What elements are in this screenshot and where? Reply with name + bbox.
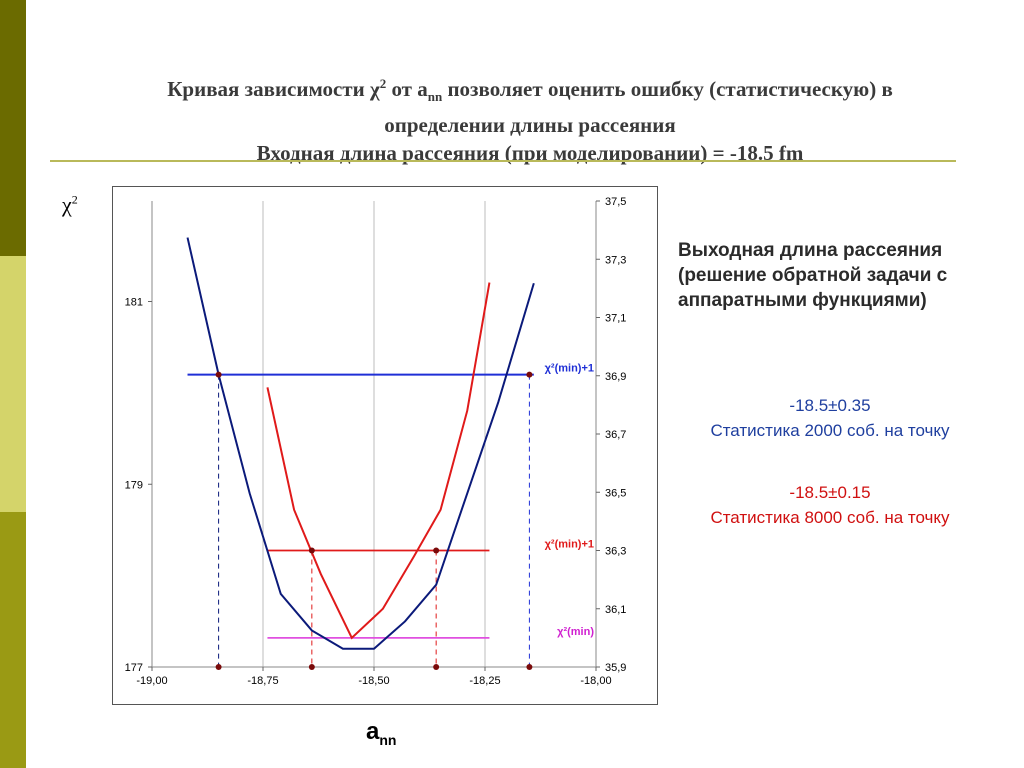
output-heading-line: Выходная длина рассеяния — [678, 240, 943, 261]
right-y-tick-label: 36,9 — [605, 371, 626, 383]
axis-marker — [308, 664, 315, 670]
x-tick-label: -18,25 — [469, 675, 500, 687]
x-tick-label: -18,50 — [358, 675, 389, 687]
threshold-label: χ²(min)+1 — [545, 363, 594, 375]
title-line-3: Входная длина рассеяния (при моделирован… — [256, 141, 804, 166]
result-value: -18.5±0.35 — [789, 396, 871, 415]
chi2-curve-8000 — [266, 282, 491, 640]
right-y-tick-label: 36,7 — [605, 429, 626, 441]
axis-marker — [526, 664, 533, 670]
result-2000-events: -18.5±0.35 Статистика 2000 соб. на точку — [660, 393, 1000, 443]
title-line-2: определении длины рассеяния — [384, 113, 676, 138]
sidebar-decoration — [0, 0, 26, 768]
x-tick-label: -19,00 — [136, 675, 167, 687]
result-note: Статистика 8000 соб. на точку — [710, 508, 950, 527]
intersection-marker — [308, 547, 315, 554]
chi2-curve-2000 — [186, 237, 535, 650]
x-tick-label: -18,75 — [247, 675, 278, 687]
sidebar-block-dark — [0, 0, 26, 256]
output-heading-line: аппаратными функциями) — [678, 290, 927, 311]
title-underline — [50, 160, 956, 162]
x-tick-label: -18,00 — [580, 675, 611, 687]
right-y-tick-label: 36,5 — [605, 487, 626, 499]
threshold-label: χ²(min) — [557, 626, 594, 638]
result-8000-events: -18.5±0.15 Статистика 8000 соб. на точку — [660, 480, 1000, 530]
output-heading: Выходная длина рассеяния (решение обратн… — [678, 238, 947, 313]
right-y-tick-label: 35,9 — [605, 662, 626, 674]
output-heading-line: (решение обратной задачи с — [678, 265, 948, 286]
left-y-tick-label: 181 — [125, 297, 143, 309]
sidebar-block-mid — [0, 512, 26, 768]
x-axis-title: ann — [366, 718, 397, 748]
sidebar-block-light — [0, 256, 26, 512]
slide-title: Кривая зависимости χ2 от ann позволяет о… — [50, 70, 1010, 167]
intersection-marker — [526, 371, 533, 378]
right-y-tick-label: 37,1 — [605, 313, 626, 325]
intersection-marker — [215, 371, 222, 378]
axis-marker — [215, 664, 222, 670]
title-line-1: Кривая зависимости χ2 от ann позволяет о… — [167, 76, 893, 105]
right-y-tick-label: 37,3 — [605, 254, 626, 266]
result-note: Статистика 2000 соб. на точку — [710, 421, 950, 440]
axis-marker — [433, 664, 440, 670]
right-y-tick-label: 37,5 — [605, 196, 626, 208]
chart-frame — [112, 186, 658, 705]
y-axis-title: χ2 — [62, 192, 78, 217]
result-value: -18.5±0.15 — [789, 483, 871, 502]
left-y-tick-label: 179 — [125, 479, 143, 491]
threshold-label: χ²(min)+1 — [545, 539, 594, 551]
right-y-tick-label: 36,3 — [605, 546, 626, 558]
intersection-marker — [433, 547, 440, 554]
right-y-tick-label: 36,1 — [605, 604, 626, 616]
chi2-chart: -19,00 -18,75 -18,50 -18,25 -18,00 177 179 181 3… — [125, 196, 627, 687]
left-y-tick-label: 177 — [125, 662, 143, 674]
